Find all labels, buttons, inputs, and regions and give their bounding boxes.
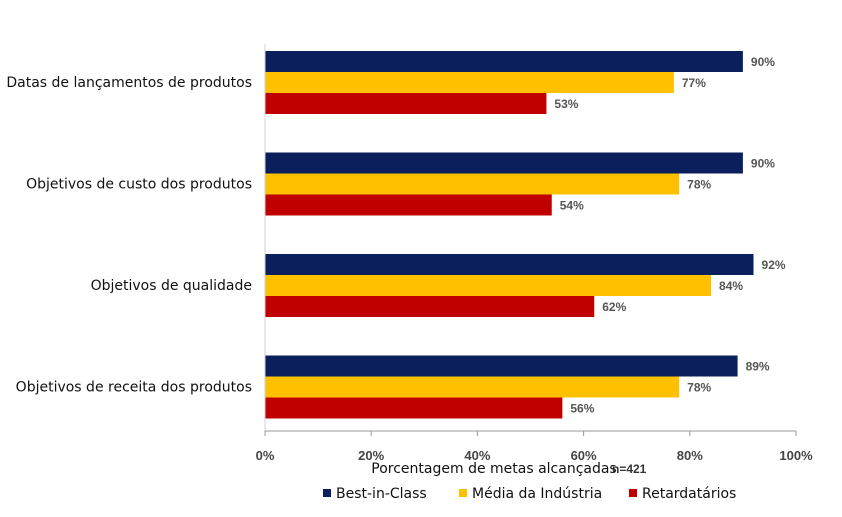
bar-best-in-class-2 xyxy=(265,152,743,174)
bar-retardatarios-2 xyxy=(265,194,552,216)
data-label-media-da-industria-3: 84% xyxy=(719,279,743,293)
data-label-retardatarios-1: 53% xyxy=(554,97,578,111)
category-label-4: Objetivos de receita dos produtos xyxy=(16,380,252,396)
data-label-retardatarios-3: 62% xyxy=(602,300,626,314)
category-labels: Datas de lançamentos de produtos Objetivo… xyxy=(6,75,252,396)
bar-best-in-class-3 xyxy=(265,254,754,275)
legend-swatch-best-in-class xyxy=(323,489,331,497)
x-tick-label-0: 0% xyxy=(256,448,275,463)
data-label-best-in-class-4: 89% xyxy=(746,360,770,374)
data-label-retardatarios-2: 54% xyxy=(560,199,584,213)
category-label-2: Objetivos de custo dos produtos xyxy=(26,177,252,193)
category-label-1: Datas de lançamentos de produtos xyxy=(6,75,252,91)
bar-best-in-class-1 xyxy=(265,51,743,72)
data-label-media-da-industria-1: 77% xyxy=(682,76,706,90)
bar-retardatarios-3 xyxy=(265,296,595,317)
x-tick-label-3: 60% xyxy=(571,448,597,463)
x-tick-label-4: 80% xyxy=(677,448,703,463)
data-label-best-in-class-3: 92% xyxy=(762,258,786,272)
x-tick-label-2: 40% xyxy=(464,448,490,463)
legend-swatch-retardatarios xyxy=(629,489,637,497)
bar-media-da-industria-1 xyxy=(265,72,674,93)
sample-size-note: n=421 xyxy=(612,462,647,476)
bar-media-da-industria-3 xyxy=(265,275,712,296)
x-tick-label-5: 100% xyxy=(779,448,813,463)
legend-label-media-da-industria: Média da Indústria xyxy=(472,486,602,502)
x-tick-label-1: 20% xyxy=(358,448,384,463)
legend: Best-in-Class Média da Indústria Retardatá… xyxy=(323,486,736,502)
category-label-3: Objetivos de qualidade xyxy=(91,278,252,294)
bar-best-in-class-4 xyxy=(265,355,738,377)
bar-retardatarios-1 xyxy=(265,93,547,114)
data-label-media-da-industria-4: 78% xyxy=(687,381,711,395)
data-label-best-in-class-1: 90% xyxy=(751,55,775,69)
bar-retardatarios-4 xyxy=(265,397,563,419)
data-label-best-in-class-2: 90% xyxy=(751,157,775,171)
legend-swatch-media-da-industria xyxy=(459,489,467,497)
bar-media-da-industria-2 xyxy=(265,173,680,195)
data-label-media-da-industria-2: 78% xyxy=(687,178,711,192)
x-axis: 0% 20% 40% 60% 80% 100% xyxy=(256,44,813,463)
bar-media-da-industria-4 xyxy=(265,376,680,398)
bars-layer: 90% 77% 53% 90% 78% 54% 92% 84% 62% 89% 78% 56% xyxy=(265,51,786,419)
x-axis-title: Porcentagem de metas alcançadas xyxy=(371,461,616,477)
legend-label-retardatarios: Retardatários xyxy=(642,486,736,502)
data-label-retardatarios-4: 56% xyxy=(570,402,594,416)
legend-label-best-in-class: Best-in-Class xyxy=(336,486,427,502)
